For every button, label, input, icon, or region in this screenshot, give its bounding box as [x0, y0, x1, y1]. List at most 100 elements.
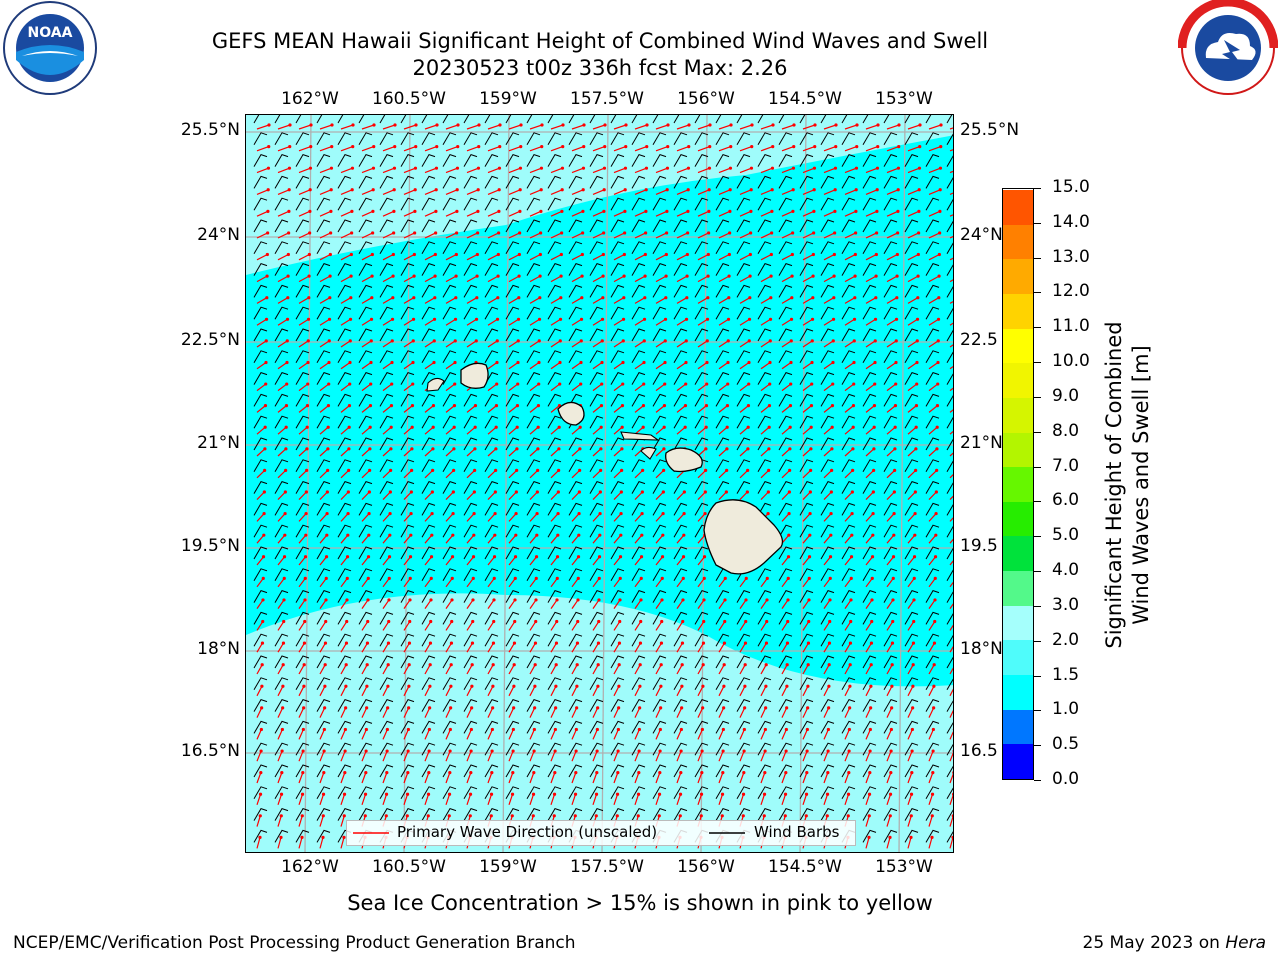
wind-barb — [946, 373, 953, 385]
wind-barb — [274, 655, 289, 669]
wave-direction-arrow — [277, 621, 285, 631]
wave-direction-arrow — [865, 491, 874, 501]
wave-arrow-head — [534, 576, 538, 580]
wind-barb — [652, 284, 667, 298]
wave-direction-arrow — [655, 469, 665, 479]
wave-arrow-head — [622, 252, 626, 257]
wave-direction-arrow — [928, 599, 936, 609]
wave-arrow-head — [300, 835, 304, 840]
wind-barb — [337, 328, 352, 342]
wind-barb — [442, 241, 457, 255]
wind-barb — [400, 393, 415, 407]
wave-direction-arrow — [949, 344, 953, 348]
wave-direction-arrow — [634, 599, 642, 609]
wave-direction-arrow — [319, 232, 331, 239]
wave-arrow-head — [497, 188, 501, 192]
wind-barb — [715, 480, 730, 494]
wave-direction-arrow — [886, 448, 896, 457]
wave-arrow-head — [915, 317, 920, 321]
wave-arrow-head — [915, 339, 919, 343]
wind-barb — [841, 502, 856, 516]
wave-arrow-head — [280, 771, 284, 775]
wave-arrow-head — [489, 814, 493, 818]
wave-arrow-head — [622, 296, 626, 300]
wave-arrow-head — [701, 641, 706, 645]
wind-barb — [589, 524, 604, 538]
wave-direction-arrow — [949, 646, 953, 653]
wave-direction-arrow — [697, 426, 707, 435]
wave-direction-arrow — [277, 448, 287, 457]
wave-arrow-head — [559, 274, 563, 278]
wind-barb — [253, 115, 260, 124]
wind-barb — [841, 262, 856, 276]
wind-barb — [694, 786, 709, 800]
wave-direction-arrow — [403, 534, 412, 544]
wave-arrow-head — [725, 404, 730, 408]
wind-barb — [463, 437, 478, 451]
wave-direction-arrow — [487, 794, 493, 805]
wave-arrow-head — [494, 468, 498, 473]
wave-arrow-head — [827, 684, 831, 688]
wave-direction-arrow — [550, 577, 558, 588]
wave-arrow-head — [640, 511, 644, 516]
meridian-line — [601, 115, 609, 852]
wave-arrow-head — [615, 792, 620, 796]
wind-barb — [757, 568, 772, 582]
wind-barb — [274, 132, 289, 146]
wind-barb — [694, 415, 709, 429]
wave-arrow-head — [664, 296, 668, 300]
wave-direction-arrow — [340, 686, 347, 697]
wave-arrow-head — [615, 814, 619, 818]
wave-direction-arrow — [487, 361, 498, 370]
wind-barb — [631, 524, 646, 538]
wind-barb — [757, 459, 772, 473]
wind-barb — [421, 197, 436, 211]
wind-barb — [421, 589, 436, 603]
wind-barb — [253, 153, 268, 167]
wave-arrow-head — [369, 339, 373, 343]
wind-barb — [337, 306, 352, 320]
wave-direction-arrow — [256, 556, 265, 566]
wave-direction-arrow — [445, 599, 453, 609]
wind-barb — [421, 764, 436, 778]
wave-direction-arrow — [592, 469, 602, 479]
wave-arrow-head — [930, 792, 935, 796]
wind-barb — [400, 633, 415, 647]
wave-arrow-head — [729, 123, 733, 127]
wave-arrow-head — [763, 771, 767, 775]
wave-arrow-head — [534, 555, 539, 559]
wave-arrow-head — [387, 555, 392, 559]
wave-arrow-head — [581, 209, 585, 213]
wave-arrow-head — [834, 123, 838, 127]
wave-direction-arrow — [361, 772, 367, 784]
wave-arrow-head — [933, 598, 937, 602]
wave-direction-arrow — [277, 340, 288, 348]
wind-barbs — [253, 115, 953, 843]
wind-barb — [274, 175, 289, 189]
wave-arrow-head — [808, 490, 812, 494]
wave-arrow-head — [391, 252, 395, 257]
wave-arrow-head — [512, 641, 517, 645]
wave-arrow-head — [685, 252, 689, 257]
wind-barb — [253, 633, 268, 647]
wave-direction-arrow — [592, 750, 598, 762]
wave-direction-arrow — [403, 556, 412, 566]
wave-arrow-head — [389, 468, 393, 473]
wave-direction-arrow — [382, 383, 393, 392]
wave-direction-arrow — [613, 189, 626, 195]
wave-direction-arrow — [508, 556, 517, 566]
wave-direction-arrow — [886, 124, 900, 130]
wave-direction-arrow — [298, 599, 306, 609]
wave-arrow-head — [284, 468, 288, 473]
wind-barb — [505, 677, 520, 691]
wave-arrow-head — [849, 619, 853, 624]
wave-direction-arrow — [781, 707, 788, 718]
wave-arrow-head — [788, 404, 793, 408]
wave-arrow-head — [623, 166, 628, 170]
wave-arrow-head — [596, 706, 600, 710]
wave-direction-arrow — [256, 124, 270, 130]
wave-arrow-head — [468, 814, 472, 818]
wave-arrow-head — [702, 576, 706, 580]
wave-arrow-head — [623, 231, 627, 235]
wind-barb — [925, 677, 940, 691]
